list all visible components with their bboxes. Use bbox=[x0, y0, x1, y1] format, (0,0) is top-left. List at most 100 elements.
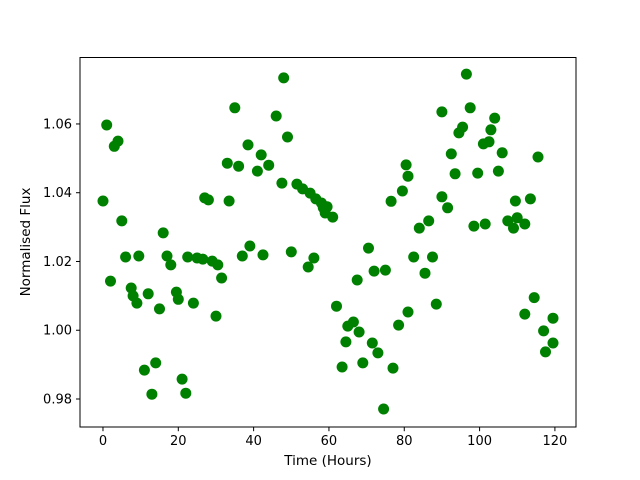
data-point bbox=[285, 246, 297, 258]
data-point bbox=[532, 151, 544, 163]
data-point bbox=[419, 267, 431, 279]
data-point bbox=[97, 195, 109, 207]
y-axis-tick-labels: 0.98 1.00 1.02 1.04 1.06 bbox=[43, 117, 72, 407]
data-point bbox=[347, 316, 359, 328]
data-point bbox=[519, 218, 531, 230]
data-point bbox=[468, 220, 480, 232]
y-tick-label: 1.02 bbox=[43, 255, 72, 270]
data-point bbox=[157, 227, 169, 239]
data-point bbox=[524, 193, 536, 205]
data-point bbox=[105, 275, 116, 287]
data-point bbox=[251, 165, 263, 177]
data-point bbox=[368, 265, 380, 277]
data-point bbox=[385, 195, 397, 207]
data-point bbox=[540, 346, 551, 358]
data-point bbox=[242, 139, 254, 151]
x-tick-label: 120 bbox=[542, 434, 567, 449]
data-point bbox=[197, 253, 209, 265]
data-point bbox=[302, 261, 314, 273]
data-point bbox=[161, 250, 173, 262]
data-point bbox=[427, 251, 438, 263]
data-point bbox=[366, 337, 378, 349]
data-point bbox=[221, 157, 233, 169]
x-tick-label: 40 bbox=[245, 434, 262, 449]
data-point bbox=[321, 201, 333, 213]
data-point bbox=[393, 319, 405, 331]
data-point bbox=[436, 191, 448, 203]
data-point bbox=[116, 215, 128, 227]
data-point bbox=[492, 165, 504, 177]
data-point bbox=[519, 308, 531, 320]
data-point bbox=[509, 195, 521, 207]
data-point bbox=[180, 387, 192, 399]
data-point bbox=[182, 251, 194, 263]
y-tick-label: 1.04 bbox=[43, 186, 72, 201]
y-axis-label: Normalised Flux bbox=[18, 188, 34, 297]
x-tick-label: 100 bbox=[467, 434, 492, 449]
data-point bbox=[270, 110, 282, 122]
y-tick-label: 0.98 bbox=[43, 393, 72, 408]
data-point bbox=[133, 250, 145, 262]
data-point bbox=[430, 298, 442, 310]
data-point bbox=[233, 160, 245, 172]
data-point bbox=[442, 202, 454, 214]
data-point bbox=[176, 373, 188, 385]
data-point bbox=[472, 167, 484, 179]
data-point bbox=[263, 159, 275, 171]
data-point bbox=[229, 102, 241, 114]
data-point bbox=[511, 212, 523, 224]
data-point bbox=[336, 361, 348, 373]
data-point bbox=[436, 106, 448, 118]
y-axis-ticks bbox=[76, 123, 80, 400]
data-point bbox=[538, 325, 550, 337]
data-point bbox=[363, 242, 374, 254]
data-point bbox=[402, 306, 414, 318]
data-point bbox=[216, 272, 228, 284]
data-point bbox=[485, 124, 497, 136]
data-point bbox=[187, 297, 199, 309]
data-point bbox=[244, 240, 256, 252]
x-axis-tick-labels: 0 20 40 60 80 100 120 bbox=[99, 434, 567, 449]
data-point bbox=[278, 72, 290, 84]
y-tick-label: 1.00 bbox=[43, 324, 72, 339]
x-tick-label: 80 bbox=[396, 434, 413, 449]
data-point bbox=[413, 222, 425, 234]
x-tick-label: 0 bbox=[99, 434, 107, 449]
data-point bbox=[460, 68, 472, 80]
data-point bbox=[101, 119, 113, 131]
data-point bbox=[489, 112, 501, 124]
data-point bbox=[464, 102, 476, 114]
data-point bbox=[379, 264, 391, 276]
data-point bbox=[257, 249, 269, 261]
data-point bbox=[146, 388, 158, 400]
data-point bbox=[276, 177, 288, 189]
data-point bbox=[423, 215, 435, 227]
data-point bbox=[131, 297, 143, 309]
data-point bbox=[402, 170, 414, 182]
data-point bbox=[327, 211, 339, 223]
x-tick-label: 20 bbox=[170, 434, 187, 449]
data-point bbox=[479, 218, 491, 230]
data-point bbox=[483, 136, 495, 148]
data-point bbox=[351, 274, 363, 286]
data-point bbox=[372, 347, 384, 359]
data-point bbox=[396, 185, 408, 197]
data-point bbox=[165, 259, 177, 271]
data-point bbox=[202, 194, 214, 206]
x-axis-ticks bbox=[102, 427, 556, 432]
x-axis-label: Time (Hours) bbox=[283, 453, 371, 469]
data-point bbox=[154, 303, 165, 315]
data-point bbox=[255, 149, 267, 161]
data-point bbox=[547, 312, 559, 324]
data-point bbox=[236, 250, 248, 262]
data-point bbox=[408, 251, 420, 263]
y-tick-label: 1.06 bbox=[43, 117, 72, 132]
x-tick-label: 60 bbox=[321, 434, 338, 449]
data-point bbox=[528, 292, 540, 304]
data-points bbox=[97, 68, 559, 415]
data-point bbox=[378, 403, 390, 415]
data-point bbox=[508, 222, 519, 234]
data-point bbox=[210, 310, 222, 322]
